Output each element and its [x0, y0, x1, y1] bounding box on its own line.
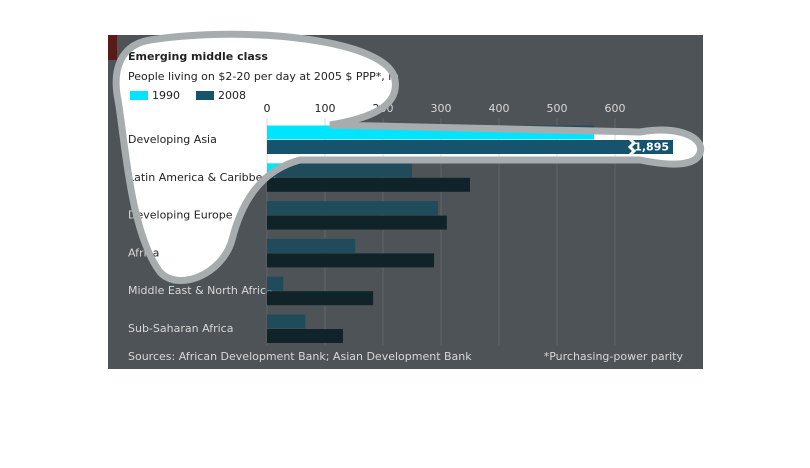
- note: *Purchasing-power parity: [544, 350, 684, 363]
- x-tick-label: 400: [489, 102, 510, 115]
- x-tick-label: 100: [315, 102, 336, 115]
- legend-label: 2008: [218, 89, 246, 102]
- chart-title: Emerging middle class: [128, 50, 268, 63]
- bar: [267, 329, 343, 343]
- x-tick-label: 500: [547, 102, 568, 115]
- category-label: Sub-Saharan Africa: [128, 322, 233, 335]
- x-tick-label: 0: [264, 102, 271, 115]
- bar: [267, 201, 439, 216]
- bar: [267, 140, 673, 154]
- bar: [267, 291, 374, 306]
- axis-break: [627, 137, 637, 157]
- bar: [267, 177, 470, 192]
- chart-subtitle: People living on $2-20 per day at 2005 $…: [128, 70, 399, 83]
- legend-swatch: [196, 91, 214, 100]
- x-tick-label: 300: [431, 102, 452, 115]
- bar: [267, 253, 435, 268]
- legend-label: 1990: [152, 89, 180, 102]
- category-label: Developing Asia: [128, 133, 217, 146]
- x-tick-label: 600: [605, 102, 626, 115]
- brand-mark: [108, 35, 117, 60]
- bar: [267, 238, 356, 253]
- highlight-outline: [112, 30, 705, 284]
- sources: Sources: African Development Bank; Asian…: [128, 350, 472, 363]
- bar: [267, 215, 447, 230]
- category-label: Middle East & North Africa: [128, 284, 273, 297]
- bar: [267, 163, 412, 178]
- bar: [267, 314, 306, 329]
- category-label: Latin America & Caribbean: [128, 171, 276, 184]
- bar: [267, 276, 284, 291]
- category-label: Developing Europe: [128, 209, 233, 222]
- value-label: 1,895: [634, 140, 669, 153]
- legend-swatch: [130, 91, 148, 100]
